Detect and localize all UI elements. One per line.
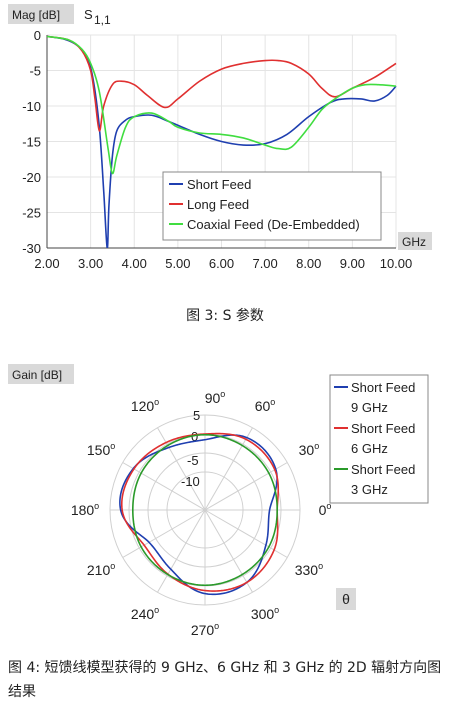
- x-tick-label: 10.00: [380, 256, 413, 271]
- angle-tick-label: 300o: [251, 605, 279, 622]
- polar-spoke: [122, 462, 206, 511]
- x-tick-label: 7.00: [252, 256, 277, 271]
- y-tick-label: -25: [22, 206, 41, 221]
- legend-sublabel: 3 GHz: [351, 482, 388, 497]
- chart-title-subscript: 1,1: [94, 13, 111, 27]
- series-line-1: [47, 35, 397, 248]
- polar-series-3: [131, 433, 279, 587]
- legend-sublabel: 9 GHz: [351, 400, 388, 415]
- x-tick-label: 4.00: [122, 256, 147, 271]
- x-tick-label: 8.00: [296, 256, 321, 271]
- ylabel-box: [8, 4, 74, 24]
- polar-legend-box: [329, 374, 429, 504]
- angle-tick-label: 60o: [255, 397, 276, 414]
- angle-tick-label: 210o: [87, 561, 115, 578]
- polar-spoke: [204, 509, 253, 593]
- polar-spoke: [204, 427, 253, 511]
- series-line-2: [47, 35, 397, 132]
- angle-tick-label: 150o: [87, 441, 115, 458]
- xlabel-box: [398, 232, 432, 250]
- angle-tick-label: 240o: [131, 605, 159, 622]
- y-tick-label: -20: [22, 170, 41, 185]
- x-tick-label: 5.00: [165, 256, 190, 271]
- angle-tick-label: 330o: [295, 561, 323, 578]
- x-axis-label: GHz: [402, 235, 426, 249]
- angle-tick-label: 30o: [299, 441, 320, 458]
- polar-spoke: [204, 462, 288, 511]
- legend-label: Short Feed: [351, 462, 415, 477]
- figure-3-caption: 图 3: S 参数: [186, 308, 264, 324]
- chart-title: S: [84, 7, 93, 22]
- angle-tick-label: 120o: [131, 397, 159, 414]
- y-axis-label: Mag [dB]: [12, 8, 60, 22]
- angle-tick-label: 270o: [191, 621, 219, 638]
- legend-sublabel: 6 GHz: [351, 441, 388, 456]
- legend-label: Coaxial Feed (De-Embedded): [187, 217, 360, 232]
- legend-label: Long Feed: [187, 197, 249, 212]
- figure-4-caption: 图 4: 短馈线模型获得的 9 GHz、6 GHz 和 3 GHz 的 2D 辐…: [8, 660, 442, 700]
- y-tick-label: -10: [22, 99, 41, 114]
- angle-tick-label: 0o: [319, 501, 332, 518]
- legend-label: Short Feed: [351, 380, 415, 395]
- x-tick-label: 9.00: [340, 256, 365, 271]
- theta-box: [336, 588, 356, 610]
- radial-tick-label: 0: [191, 429, 198, 444]
- angle-tick-label: 180o: [71, 501, 99, 518]
- angle-tick-label: 90o: [205, 389, 226, 406]
- x-tick-label: 2.00: [34, 256, 59, 271]
- legend-box: [162, 171, 382, 241]
- gain-axis-label: Gain [dB]: [12, 368, 62, 382]
- y-tick-label: -5: [29, 64, 41, 79]
- legend-label: Short Feed: [351, 421, 415, 436]
- polar-spoke: [122, 509, 206, 558]
- polar-series-2: [120, 432, 280, 592]
- theta-label: θ: [342, 591, 350, 607]
- ylabel-box: [8, 364, 74, 384]
- x-tick-label: 3.00: [78, 256, 103, 271]
- x-tick-label: 6.00: [209, 256, 234, 271]
- polar-spoke: [157, 509, 206, 593]
- y-tick-label: 0: [34, 28, 41, 43]
- legend-label: Short Feed: [187, 177, 251, 192]
- series-line-3: [47, 35, 397, 175]
- radial-tick-label: -10: [181, 474, 200, 489]
- polar-spoke: [157, 427, 206, 511]
- radial-tick-label: -5: [187, 453, 199, 468]
- y-tick-label: -15: [22, 135, 41, 150]
- radial-tick-label: 5: [193, 408, 200, 423]
- y-tick-label: -30: [22, 241, 41, 256]
